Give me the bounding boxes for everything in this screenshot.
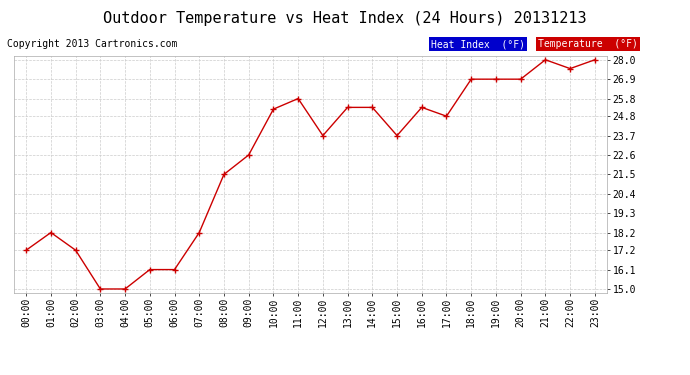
Text: Copyright 2013 Cartronics.com: Copyright 2013 Cartronics.com <box>7 39 177 50</box>
Text: Temperature  (°F): Temperature (°F) <box>538 39 638 50</box>
Text: Outdoor Temperature vs Heat Index (24 Hours) 20131213: Outdoor Temperature vs Heat Index (24 Ho… <box>104 11 586 26</box>
Text: Heat Index  (°F): Heat Index (°F) <box>431 39 525 50</box>
